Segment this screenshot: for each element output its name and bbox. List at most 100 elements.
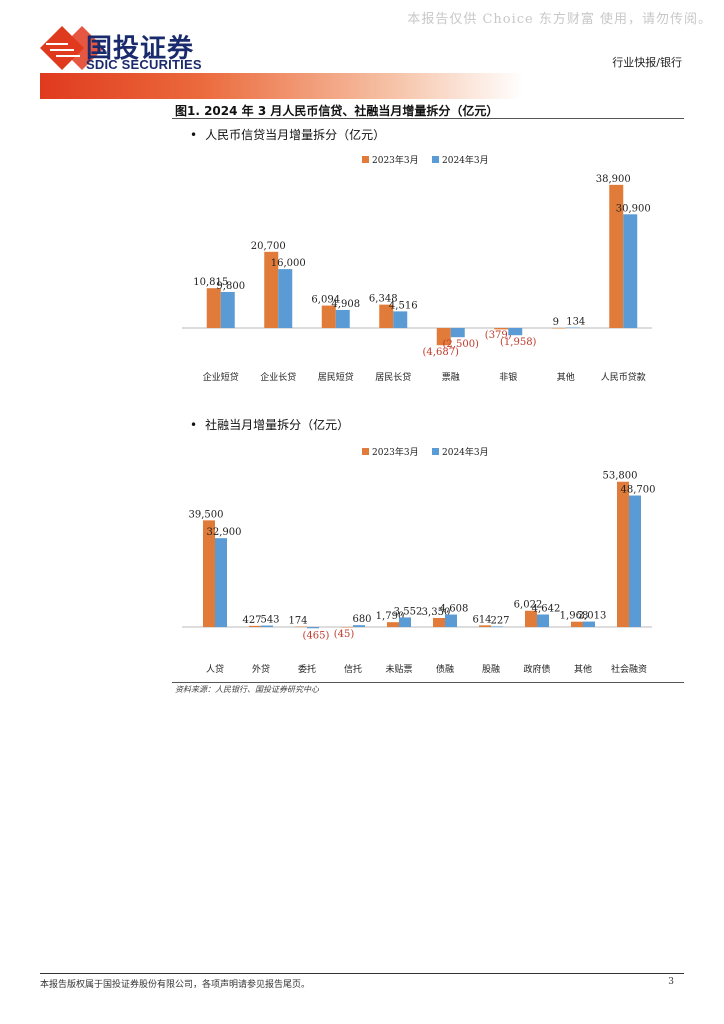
- data-label-1-1: 16,000: [271, 258, 306, 269]
- data-label-1-3: 4,516: [389, 300, 418, 311]
- footer-disclaimer: 本报告版权属于国投证券股份有限公司，各项声明请参见报告尾页。: [40, 980, 311, 990]
- data-label-0-1: 20,700: [251, 241, 286, 252]
- category-label-1: 企业长贷: [260, 371, 296, 383]
- report-type-label: 行业快报/银行: [612, 56, 682, 69]
- logo-chinese-name: 国投证券: [86, 34, 195, 64]
- data-label-0-3: 6,348: [369, 294, 398, 305]
- chart1-title: 人民币信贷当月增量拆分（亿元）: [205, 128, 386, 142]
- category-label-6: 股融: [482, 664, 500, 675]
- bar-1-1: [278, 269, 293, 328]
- category-label-0: 人贷: [206, 663, 224, 675]
- data-label-0-6: 614: [472, 614, 491, 625]
- bar-0-3: [341, 627, 353, 628]
- data-label-0-2: 6,094: [311, 295, 340, 306]
- bar-0-5: [494, 328, 509, 330]
- data-label-1-4: (2,500): [443, 339, 480, 350]
- bar-1-6: [565, 327, 580, 329]
- bar-0-5: [433, 617, 445, 627]
- bar-0-7: [609, 184, 624, 328]
- legend-label-1: 2024年3月: [442, 154, 489, 166]
- bar-0-4: [387, 622, 399, 627]
- bar-1-7: [623, 214, 638, 328]
- bar-0-1: [264, 251, 279, 328]
- bar-0-0: [206, 288, 221, 328]
- company-logo: [40, 26, 104, 70]
- bar-0-1: [249, 625, 261, 627]
- chart1-heading: • 人民币信贷当月增量拆分（亿元）: [190, 126, 385, 143]
- data-label-0-2: 174: [288, 616, 307, 627]
- data-label-1-2: (465): [303, 630, 330, 641]
- page-number: 3: [668, 977, 674, 987]
- bar-1-1: [261, 625, 273, 627]
- data-label-0-0: 10,815: [193, 277, 228, 288]
- data-label-1-7: 30,900: [616, 203, 651, 214]
- data-label-1-4: 3,552: [394, 606, 423, 617]
- category-label-2: 委托: [298, 663, 316, 675]
- data-label-0-1: 427: [242, 615, 261, 626]
- category-label-4: 票融: [442, 372, 460, 383]
- data-label-1-6: 227: [490, 615, 509, 626]
- bar-0-6: [479, 625, 491, 627]
- bar-0-3: [379, 304, 394, 328]
- data-label-1-5: 4,608: [440, 604, 469, 615]
- category-label-2: 居民短贷: [318, 371, 354, 383]
- data-label-1-0: 32,900: [207, 527, 242, 538]
- data-label-1-7: 4,642: [532, 603, 561, 614]
- bar-0-8: [571, 621, 583, 627]
- bar-0-6: [551, 327, 566, 329]
- category-label-5: 非银: [499, 371, 517, 383]
- data-label-1-3: 680: [352, 614, 371, 625]
- category-label-4: 未贴票: [385, 663, 412, 675]
- data-label-1-6: 134: [566, 317, 585, 328]
- data-label-0-4: (4,687): [423, 347, 460, 358]
- data-label-1-8: 2,013: [578, 611, 607, 622]
- bar-0-0: [203, 520, 215, 627]
- bar-0-2: [321, 305, 336, 328]
- category-label-3: 信托: [344, 663, 362, 675]
- bar-1-4: [399, 617, 411, 627]
- watermark: 本报告仅供 Choice 东方财富 使用，请勿传阅。: [407, 12, 712, 27]
- bar-0-2: [295, 626, 307, 628]
- data-label-1-1: 543: [260, 615, 279, 626]
- category-label-6: 其他: [557, 371, 575, 383]
- bar-1-9: [629, 495, 641, 627]
- category-label-7: 政府债: [523, 663, 550, 675]
- figure-title: 图1. 2024 年 3 月人民币信贷、社融当月增量拆分（亿元）: [175, 104, 499, 118]
- data-label-1-2: 4,908: [331, 299, 360, 310]
- data-label-0-9: 53,800: [603, 471, 638, 482]
- category-label-9: 社会融资: [611, 663, 647, 675]
- bar-1-5: [445, 614, 457, 627]
- data-label-0-8: 1,968: [560, 611, 589, 622]
- data-label-0-4: 1,790: [376, 611, 405, 622]
- legend-label-0: 2023年3月: [372, 446, 419, 458]
- legend-swatch-0: [362, 156, 369, 163]
- legend-swatch-0: [362, 448, 369, 455]
- data-label-0-5: (379): [485, 330, 512, 341]
- legend-swatch-1: [432, 156, 439, 163]
- data-label-0-7: 6,022: [514, 600, 543, 611]
- legend-swatch-1: [432, 448, 439, 455]
- bar-1-2: [335, 309, 350, 328]
- logo-english-name: SDIC SECURITIES: [86, 57, 202, 72]
- bar-1-7: [537, 614, 549, 627]
- header-banner: [40, 73, 684, 99]
- category-label-1: 外贷: [252, 663, 270, 675]
- bullet-icon: •: [190, 418, 198, 432]
- chart2-title: 社融当月增量拆分（亿元）: [205, 418, 350, 432]
- bar-1-3: [353, 625, 365, 627]
- data-label-0-5: 3,350: [422, 607, 451, 618]
- legend-label-1: 2024年3月: [442, 446, 489, 458]
- footer-rule: [40, 973, 684, 974]
- source-rule: [172, 682, 684, 683]
- bar-1-6: [491, 626, 503, 627]
- bar-1-5: [508, 328, 523, 336]
- category-label-5: 债融: [436, 663, 454, 675]
- category-label-7: 人民币贷款: [601, 371, 646, 383]
- data-label-0-7: 38,900: [596, 174, 631, 185]
- data-label-0-0: 39,500: [189, 509, 224, 520]
- bar-1-0: [215, 538, 227, 627]
- bullet-icon: •: [190, 128, 198, 142]
- logo-mark-icon: [40, 26, 104, 70]
- category-label-3: 居民长贷: [375, 371, 411, 383]
